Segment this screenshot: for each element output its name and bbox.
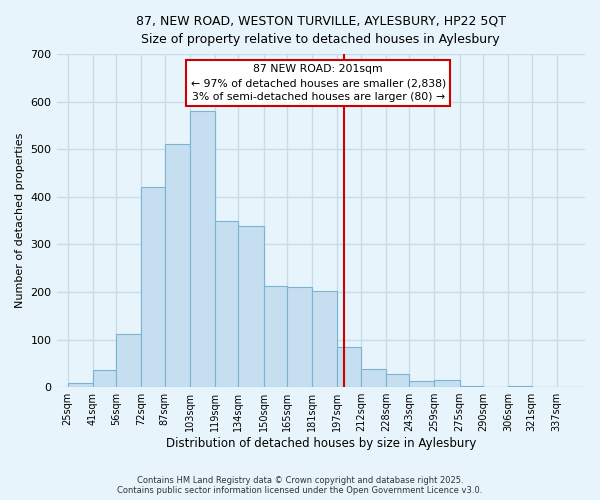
Bar xyxy=(337,346,361,387)
Text: 87 NEW ROAD: 201sqm
← 97% of detached houses are smaller (2,838)
3% of semi-deta: 87 NEW ROAD: 201sqm ← 97% of detached ho… xyxy=(191,64,446,102)
Bar xyxy=(460,386,483,387)
Bar xyxy=(92,370,116,387)
Bar xyxy=(409,382,434,387)
Bar xyxy=(361,370,386,387)
Bar xyxy=(116,334,141,387)
Bar xyxy=(287,287,312,387)
Y-axis label: Number of detached properties: Number of detached properties xyxy=(15,133,25,308)
Bar xyxy=(238,226,263,387)
Bar xyxy=(215,220,238,387)
Text: Contains HM Land Registry data © Crown copyright and database right 2025.
Contai: Contains HM Land Registry data © Crown c… xyxy=(118,476,482,495)
Bar xyxy=(386,374,409,387)
Title: 87, NEW ROAD, WESTON TURVILLE, AYLESBURY, HP22 5QT
Size of property relative to : 87, NEW ROAD, WESTON TURVILLE, AYLESBURY… xyxy=(136,15,506,46)
Bar xyxy=(165,144,190,387)
Bar xyxy=(68,384,92,387)
Bar xyxy=(508,386,532,387)
Bar xyxy=(312,291,337,387)
Bar xyxy=(141,188,165,387)
Bar xyxy=(434,380,460,387)
Bar xyxy=(263,286,287,387)
Bar xyxy=(190,111,215,387)
X-axis label: Distribution of detached houses by size in Aylesbury: Distribution of detached houses by size … xyxy=(166,437,476,450)
